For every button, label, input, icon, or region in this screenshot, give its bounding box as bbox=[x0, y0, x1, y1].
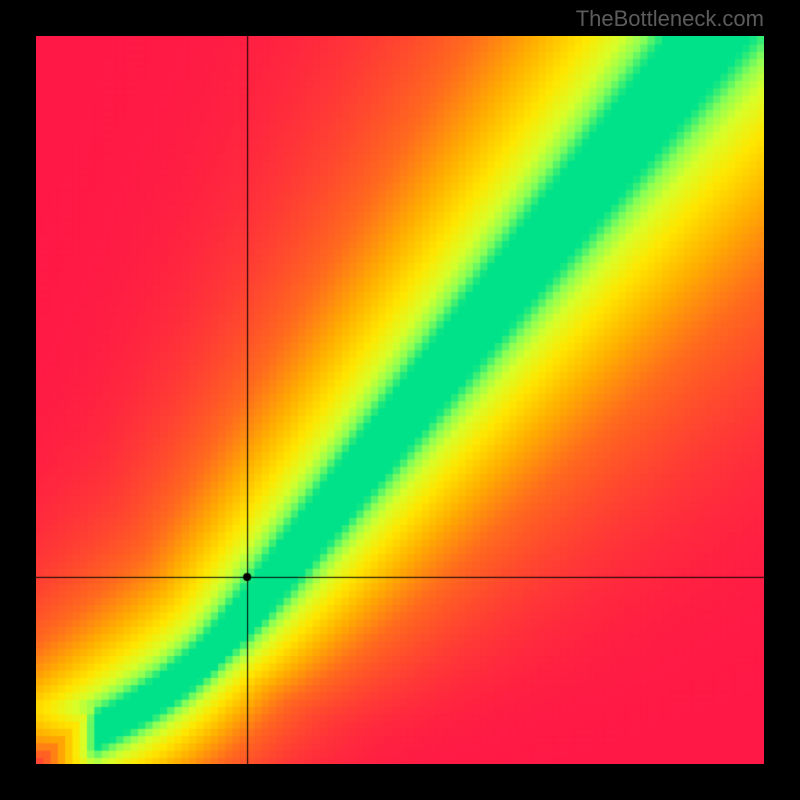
watermark-text: TheBottleneck.com bbox=[576, 6, 764, 32]
chart-container: TheBottleneck.com bbox=[0, 0, 800, 800]
bottleneck-heatmap bbox=[36, 36, 764, 764]
